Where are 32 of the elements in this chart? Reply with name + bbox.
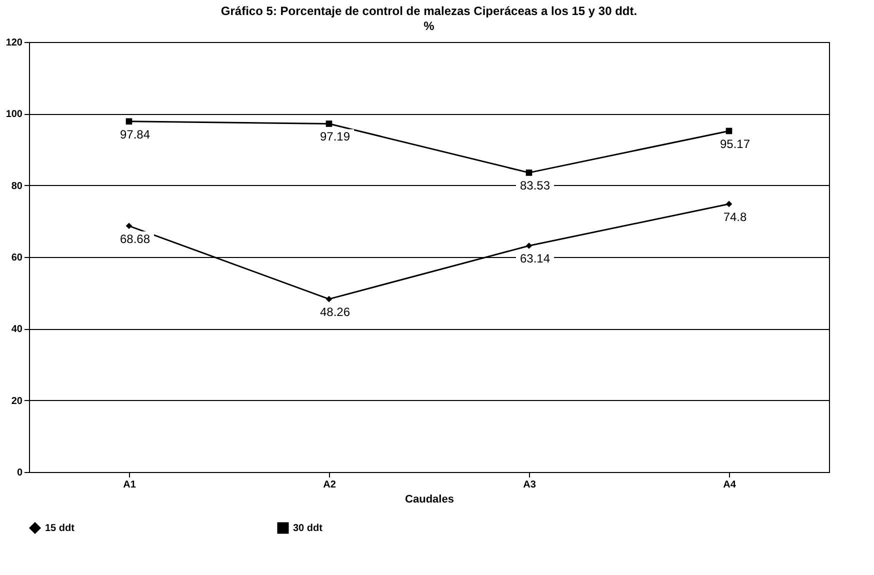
data-label: 97.84: [120, 127, 150, 142]
data-label: 95.17: [720, 136, 750, 151]
x-tick-label: A4: [723, 480, 736, 490]
point: [126, 222, 132, 230]
point: [126, 118, 132, 125]
y-tick-label: 100: [6, 109, 23, 120]
data-label: 68.68: [120, 232, 150, 246]
y-tick-label: 120: [6, 38, 23, 48]
legend-label: 30 ddt: [293, 523, 324, 534]
y-tick-label: 20: [11, 396, 23, 407]
point: [326, 296, 332, 302]
point: [726, 128, 732, 134]
y-tick-label: 60: [11, 252, 23, 264]
point: [526, 242, 532, 249]
x-tick-label: A3: [523, 480, 536, 490]
y-tick-label: 40: [11, 324, 23, 336]
y-tick-label: 0: [16, 468, 23, 478]
data-label: 97.19: [320, 130, 350, 144]
legend-label: 15 ddt: [45, 523, 76, 534]
y-axis-title: %: [424, 19, 435, 33]
data-label: 48.26: [320, 305, 350, 320]
data-label: 74.8: [723, 210, 747, 224]
data-label: 63.14: [520, 252, 550, 266]
point: [726, 200, 732, 208]
x-axis-title: Caudales: [405, 494, 454, 506]
point: [526, 170, 532, 176]
x-tick-label: A1: [123, 480, 136, 490]
x-tick-label: A2: [323, 480, 336, 490]
data-label: 83.53: [520, 178, 550, 193]
point: [326, 120, 332, 127]
y-tick-label: 80: [11, 180, 23, 192]
chart-title: Gráfico 5: Porcentaje de control de malezas Ciperáceas a los 15 y 30 ddt.: [220, 4, 638, 18]
